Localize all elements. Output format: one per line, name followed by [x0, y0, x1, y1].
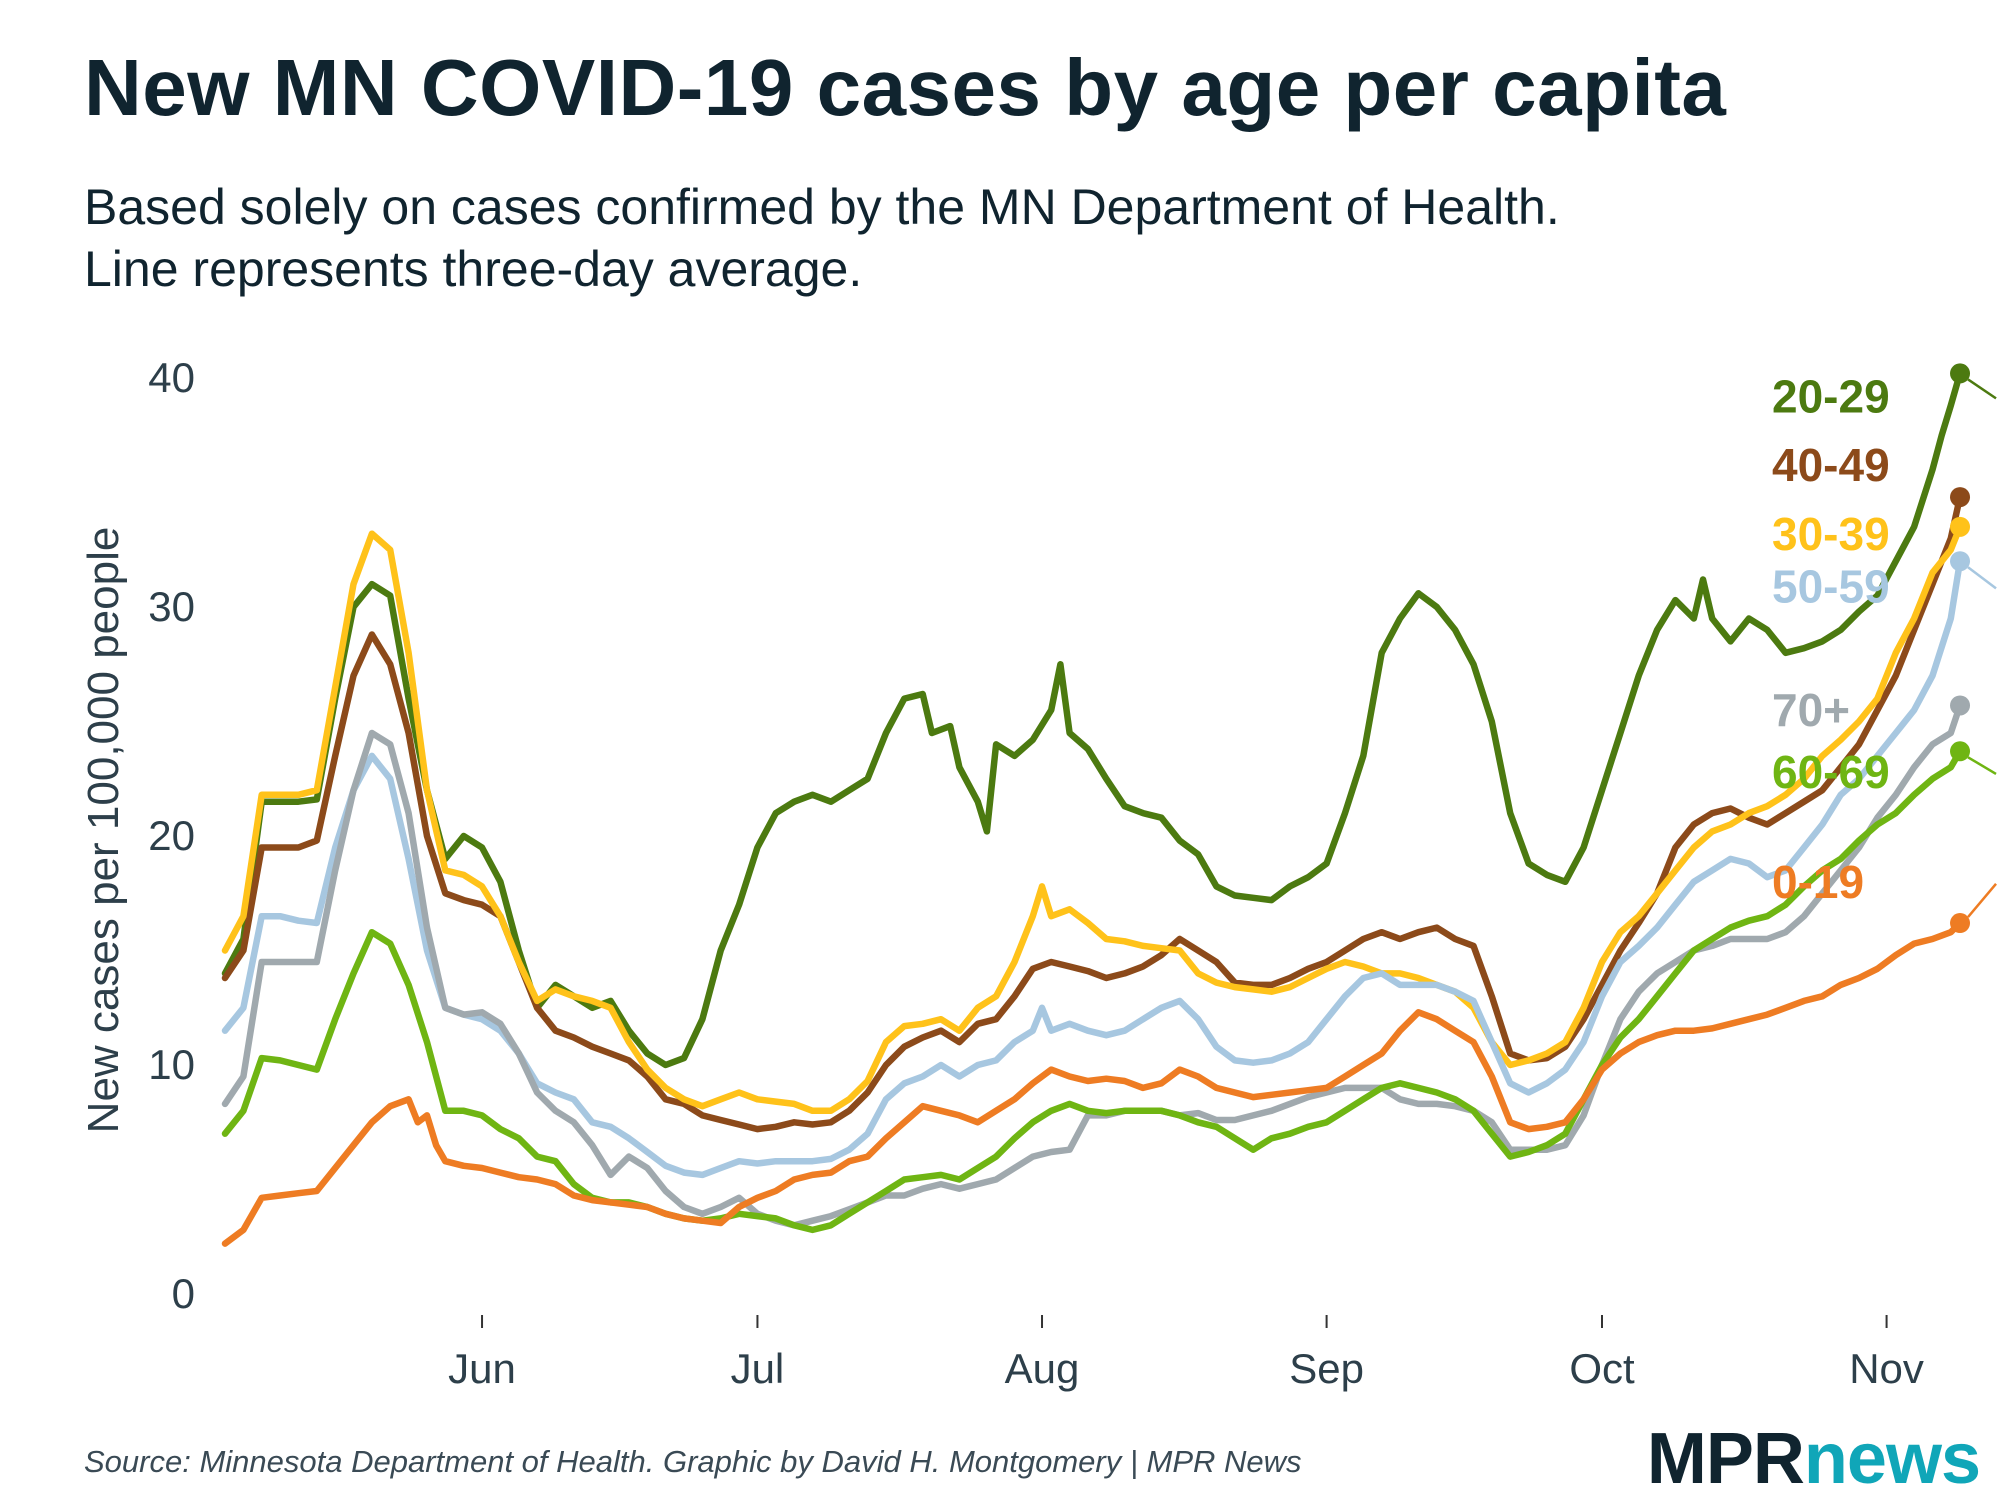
- x-tick-label: Jul: [731, 1345, 785, 1392]
- series-end-point-60-69: [1950, 741, 1971, 762]
- y-tick-label: 20: [148, 812, 195, 859]
- chart-subtitle-line2: Line represents three-day average.: [84, 241, 863, 297]
- y-tick-label: 10: [148, 1041, 195, 1088]
- label-leader-50-59: [1967, 566, 1997, 590]
- series-end-point-0-19: [1950, 913, 1971, 934]
- x-tick-label: Nov: [1849, 1345, 1924, 1392]
- series-line-30-39: [221, 523, 1964, 1115]
- series-end-point-20-29: [1950, 363, 1971, 384]
- logo-mpr-text: MPR: [1646, 1419, 1805, 1499]
- series-label-50-59: 50-59: [1772, 560, 1890, 612]
- series-lines: [221, 370, 1964, 1247]
- x-tick-label: Oct: [1569, 1345, 1635, 1392]
- series-label-60-69: 60-69: [1772, 746, 1890, 798]
- chart-title: New MN COVID-19 cases by age per capita: [84, 43, 1727, 132]
- logo-news-text: news: [1803, 1419, 1981, 1499]
- x-tick-label: Sep: [1289, 1345, 1364, 1392]
- series-label-70+: 70+: [1772, 684, 1850, 736]
- y-tick-label: 0: [172, 1270, 195, 1317]
- mpr-news-logo[interactable]: MPRnews: [1646, 1418, 1981, 1500]
- series-end-point-40-49: [1950, 487, 1971, 508]
- series-end-point-70+: [1950, 695, 1971, 716]
- series-line-0-19: [221, 919, 1964, 1247]
- series-end-markers: [1950, 363, 1971, 934]
- y-axis-label: New cases per 100,000 people: [79, 527, 128, 1134]
- y-tick-label: 40: [148, 354, 195, 401]
- label-leader-60-69: [1967, 756, 1997, 775]
- series-line-20-29: [221, 370, 1964, 1069]
- series-label-0-19: 0-19: [1772, 856, 1864, 908]
- chart-subtitle-line1: Based solely on cases confirmed by the M…: [84, 179, 1560, 235]
- series-label-40-49: 40-49: [1772, 439, 1890, 491]
- series-line-60-69: [221, 748, 1964, 1234]
- x-tick-label: Aug: [1005, 1345, 1080, 1392]
- y-axis-ticks: 0 10 20 30 40: [148, 354, 195, 1317]
- source-note: Source: Minnesota Department of Health. …: [84, 1444, 1302, 1479]
- y-tick-label: 30: [148, 583, 195, 630]
- label-leader-20-29: [1967, 378, 1997, 400]
- x-tick-label: Jun: [448, 1345, 516, 1392]
- label-leader-0-19: [1967, 883, 1997, 918]
- series-line-70+: [221, 702, 1964, 1229]
- series-end-point-30-39: [1950, 516, 1971, 537]
- series-end-point-50-59: [1950, 551, 1971, 572]
- series-label-30-39: 30-39: [1772, 508, 1890, 560]
- x-axis-ticks: Jun Jul Aug Sep Oct Nov: [448, 1315, 1924, 1392]
- series-label-20-29: 20-29: [1772, 370, 1890, 422]
